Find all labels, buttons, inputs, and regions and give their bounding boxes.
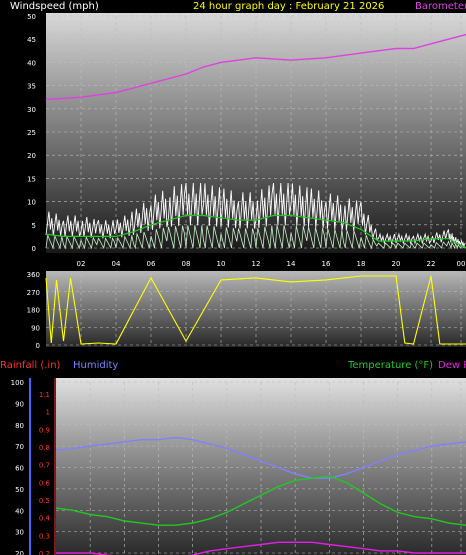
- rain-y-axis: 0.2 0.3 0.4 0.5 0.6 0.7 0.8 0.9 1 1.1: [39, 391, 51, 555]
- dewpoint-label: Dew P: [438, 360, 466, 371]
- wind-y-axis: 0 5 10 15 20 25 30 35 40 45 50: [27, 13, 36, 253]
- rain-tick-label: 0.7: [39, 462, 50, 470]
- y-tick-label: 20: [27, 152, 36, 160]
- rain-tick-label: 0.2: [39, 550, 50, 555]
- series-line-dew-point: [56, 541, 466, 555]
- x-tick-label: 10: [217, 260, 226, 268]
- series-line-temperature: [55, 475, 466, 526]
- x-tick-label: 22: [427, 260, 436, 268]
- series-line-average: [45, 214, 466, 249]
- climate-series: [55, 436, 466, 555]
- rain-tick-label: 0.6: [39, 479, 51, 487]
- y-tick-label: 35: [27, 83, 36, 91]
- humidity-y-axis: 20 30 40 50 60 70 80 90 100: [11, 379, 24, 555]
- x-tick-label: 14: [287, 260, 296, 268]
- rainfall-label: Rainfall (.in): [0, 360, 61, 371]
- rain-tick-label: 0.9: [39, 426, 50, 434]
- humidity-tick-label: 70: [15, 443, 24, 451]
- series-line-barometer: [45, 33, 466, 101]
- climate-panel-grid: [56, 381, 466, 554]
- humidity-tick-label: 100: [11, 379, 24, 387]
- y-tick-label: 270: [27, 289, 40, 297]
- y-tick-label: 25: [27, 129, 36, 137]
- x-tick-label: 18: [357, 260, 366, 268]
- humidity-label: Humidity: [73, 360, 118, 371]
- rain-tick-label: 0.5: [39, 497, 50, 505]
- series-line-direction: [45, 275, 466, 345]
- x-tick-label: 08: [182, 260, 191, 268]
- y-tick-label: 40: [27, 59, 36, 67]
- humidity-tick-label: 40: [15, 507, 24, 515]
- wind-x-axis: 02 04 06 08 10 12 14 16 18 20 22 00: [77, 260, 466, 268]
- humidity-tick-label: 80: [15, 422, 24, 430]
- y-tick-label: 0: [32, 245, 36, 253]
- rain-tick-label: 1: [46, 409, 50, 417]
- x-tick-label: 20: [392, 260, 401, 268]
- humidity-tick-label: 50: [15, 486, 24, 494]
- x-tick-label: 04: [112, 260, 121, 268]
- rain-tick-label: 0.8: [39, 444, 50, 452]
- wind-panel-grid: [46, 15, 466, 249]
- series-line-humidity: [55, 436, 466, 479]
- series-line-wind-min: [45, 225, 466, 250]
- temperature-label: Temperature (°F): [347, 360, 433, 371]
- y-tick-label: 180: [27, 307, 40, 315]
- rain-tick-label: 0.3: [39, 532, 50, 540]
- y-tick-label: 90: [31, 324, 40, 332]
- windspeed-label: Windspeed (mph): [10, 1, 99, 12]
- x-tick-label: 02: [77, 260, 86, 268]
- y-tick-label: 5: [32, 222, 36, 230]
- y-tick-label: 50: [27, 13, 36, 21]
- x-tick-label: 16: [322, 260, 331, 268]
- x-tick-label: 06: [147, 260, 156, 268]
- y-tick-label: 360: [27, 271, 40, 279]
- y-tick-label: 15: [27, 175, 36, 183]
- barometer-label: Barometer: [415, 1, 466, 12]
- y-tick-label: 30: [27, 106, 36, 114]
- humidity-tick-label: 90: [15, 400, 24, 408]
- y-tick-label: 10: [27, 199, 36, 207]
- humidity-tick-label: 30: [15, 529, 24, 537]
- wind-series: [45, 33, 466, 250]
- humidity-tick-label: 60: [15, 465, 24, 473]
- graph-title: 24 hour graph day : February 21 2026: [193, 1, 384, 12]
- y-tick-label: 0: [36, 342, 40, 350]
- y-tick-label: 45: [27, 36, 36, 44]
- x-tick-label: 00: [457, 260, 466, 268]
- humidity-tick-label: 20: [15, 550, 24, 555]
- x-tick-label: 12: [252, 260, 261, 268]
- direction-panel-grid: [46, 273, 466, 346]
- series-line-gust: [45, 182, 466, 248]
- rain-tick-label: 1.1: [39, 391, 50, 399]
- direction-series: [45, 275, 466, 345]
- rain-tick-label: 0.4: [39, 515, 51, 523]
- direction-y-axis: 0 90 180 270 360: [27, 271, 40, 350]
